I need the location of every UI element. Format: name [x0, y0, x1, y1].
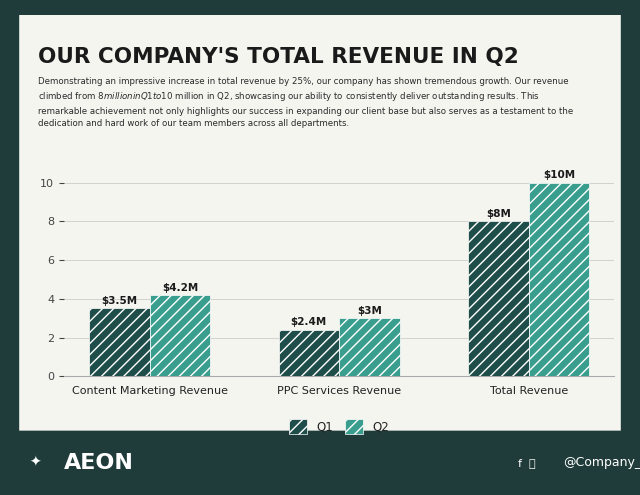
Bar — [89, 308, 150, 376]
Text: ✦: ✦ — [29, 456, 41, 470]
Text: AEON: AEON — [64, 453, 134, 473]
Text: @Company_Name: @Company_Name — [563, 456, 640, 469]
Text: Demonstrating an impressive increase in total revenue by 25%, our company has sh: Demonstrating an impressive increase in … — [38, 77, 573, 128]
Bar — [339, 318, 400, 376]
Text: $10M: $10M — [543, 170, 575, 180]
Bar — [468, 221, 529, 376]
Text: $8M: $8M — [486, 209, 511, 219]
FancyBboxPatch shape — [19, 15, 621, 431]
Text: $2.4M: $2.4M — [291, 317, 327, 327]
Text: $3.5M: $3.5M — [101, 296, 138, 306]
Text: $4.2M: $4.2M — [162, 283, 198, 293]
Text: OUR COMPANY'S TOTAL REVENUE IN Q2: OUR COMPANY'S TOTAL REVENUE IN Q2 — [38, 47, 519, 67]
Text: $3M: $3M — [357, 306, 382, 316]
Text: f  📷: f 📷 — [518, 458, 536, 468]
Bar — [278, 330, 339, 376]
Bar — [529, 183, 589, 376]
Legend: Q1, Q2: Q1, Q2 — [285, 414, 394, 439]
Bar — [150, 295, 211, 376]
